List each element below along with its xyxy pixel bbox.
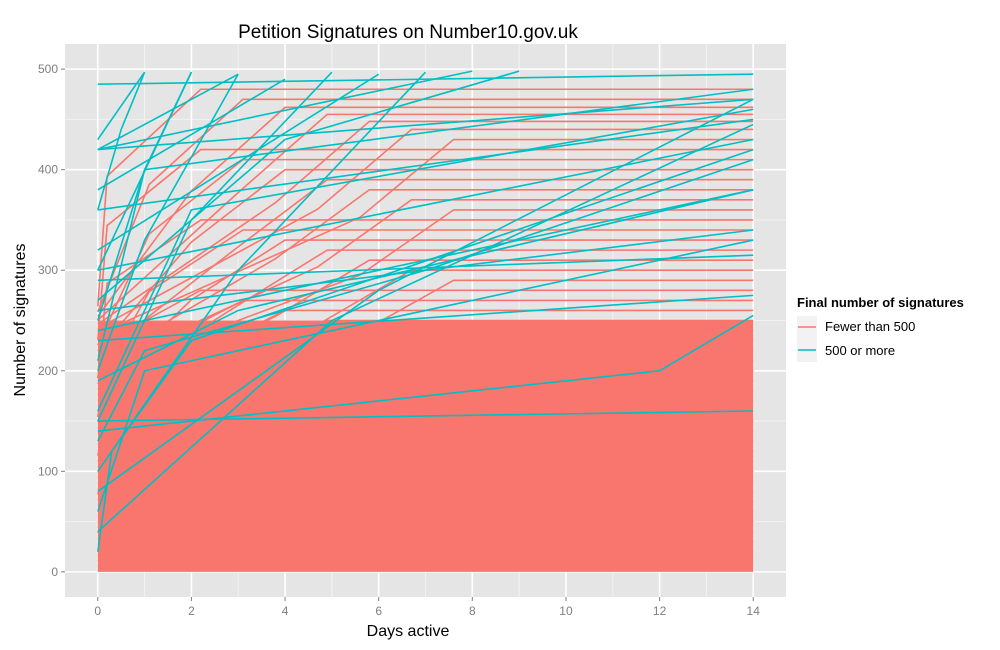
y-axis-title: Number of signatures [12, 244, 29, 397]
x-tick-label: 12 [653, 604, 667, 618]
x-tick-label: 8 [469, 604, 476, 618]
series-500-or-more-line [97, 71, 146, 211]
series-fewer-than-500-line [96, 148, 754, 340]
x-tick-label: 2 [188, 604, 195, 618]
legend-label-500-or-more: 500 or more [825, 343, 895, 358]
series-500-or-more-line [97, 73, 754, 86]
y-tick-label: 500 [38, 62, 58, 76]
series-500-or-more-line [96, 148, 754, 552]
series-fewer-than-500-line [97, 490, 754, 529]
y-tick-label: 100 [38, 464, 58, 478]
series-fewer-than-500-line [96, 430, 754, 495]
series-fewer-than-500-line [97, 113, 754, 321]
series-500-or-more-line [97, 254, 754, 282]
series-500-or-more-line [97, 98, 754, 493]
series-500-or-more-line [97, 108, 754, 412]
series-fewer-than-500-line [97, 480, 754, 523]
series-500-or-more-line [97, 73, 380, 251]
series-fewer-than-500-line [97, 259, 754, 402]
series-500-or-more-line [97, 189, 754, 382]
legend-label-fewer-than-500: Fewer than 500 [825, 319, 915, 334]
x-tick-label: 14 [747, 604, 761, 618]
series-fewer-than-500-line [97, 540, 754, 557]
y-axis: 0 100 200 300 400 500 [38, 62, 65, 579]
series-500-or-more-line [97, 239, 754, 512]
series-fewer-than-500-line [97, 319, 754, 435]
series-500-or-more-line [97, 70, 473, 151]
series-fewer-than-500-line [96, 359, 754, 456]
series-500-or-more-line [96, 88, 754, 361]
x-axis-title: Days active [367, 623, 450, 640]
series-fewer-than-500-dense-area [97, 320, 754, 572]
series-fewer-than-500-line [97, 440, 754, 501]
series-500-or-more-line [97, 70, 520, 301]
y-tick-label: 200 [38, 364, 58, 378]
series-fewer-than-500-line [97, 249, 754, 396]
series-fewer-than-500-line [97, 420, 754, 490]
series-500-or-more-line [97, 78, 286, 191]
series-fewer-than-500-line [97, 550, 754, 562]
series-fewer-than-500-line [97, 279, 754, 413]
series-500-or-more-line [97, 98, 754, 151]
x-tick-label: 0 [94, 604, 101, 618]
legend: Final number of signatures Fewer than 50… [797, 295, 964, 362]
series-fewer-than-500-line [97, 269, 754, 407]
series-fewer-than-500-line [97, 120, 754, 325]
series-fewer-than-500-line [97, 178, 754, 357]
series-fewer-than-500-line [97, 380, 754, 468]
series-fewer-than-500-line [97, 530, 754, 551]
series-500-or-more-line [97, 123, 754, 533]
series-fewer-than-500-line [97, 390, 754, 474]
series-fewer-than-500-line [97, 168, 754, 352]
series-500-or-more-line [97, 138, 754, 272]
series-fewer-than-500-line [97, 460, 754, 512]
series-fewer-than-500-line [97, 299, 754, 424]
x-tick-label: 10 [559, 604, 573, 618]
series-fewer-than-500-line [97, 199, 754, 368]
y-tick-label: 300 [38, 263, 58, 277]
series-500-or-more-line [97, 73, 239, 151]
x-axis: 0 2 4 6 8 10 12 14 [94, 597, 760, 618]
x-tick-label: 4 [282, 604, 289, 618]
x-tick-label: 6 [375, 604, 382, 618]
series-500-or-more-line [97, 314, 754, 432]
y-tick-label: 400 [38, 163, 58, 177]
legend-title: Final number of signatures [797, 295, 964, 310]
series-fewer-than-500-line [97, 561, 754, 568]
series-fewer-than-500-line [97, 188, 754, 363]
series-500-or-more [96, 70, 754, 552]
legend-key-bg [797, 316, 817, 362]
series-fewer-than-500-line [97, 329, 754, 440]
series-fewer-than-500-line [97, 510, 754, 540]
series-fewer-than-500-line [97, 309, 754, 429]
chart-title: Petition Signatures on Number10.gov.uk [238, 22, 578, 43]
series-fewer-than-500-line [97, 520, 754, 546]
y-tick-label: 0 [51, 565, 58, 579]
series-fewer-than-500-line [97, 410, 754, 485]
series-fewer-than-500-line [96, 88, 754, 307]
series-500-or-more-line [97, 118, 754, 211]
series-500-or-more-line [97, 71, 427, 472]
series-500-or-more-line [97, 158, 754, 442]
